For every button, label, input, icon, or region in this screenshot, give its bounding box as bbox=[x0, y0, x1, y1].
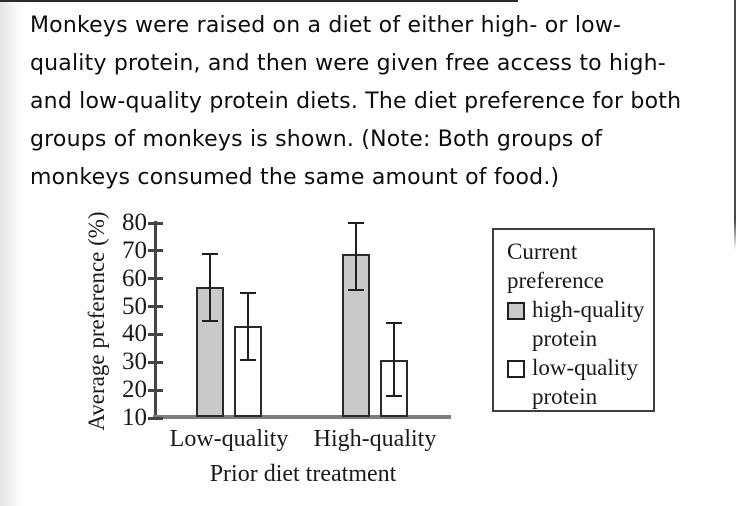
y-tick bbox=[148, 277, 163, 281]
legend-entry: high-quality protein bbox=[507, 295, 653, 353]
error-bar-line bbox=[393, 323, 395, 396]
high-quality-protein-swatch bbox=[507, 302, 525, 320]
error-bar-cap-top bbox=[240, 291, 256, 294]
y-tick bbox=[148, 416, 163, 420]
error-bar-line bbox=[209, 253, 211, 321]
y-tick bbox=[148, 221, 163, 225]
legend-box: Current preference high-quality protein … bbox=[492, 228, 655, 412]
question-line: monkeys consumed the same amount of food… bbox=[30, 165, 560, 190]
low-quality-protein-swatch bbox=[507, 360, 525, 378]
x-axis-title: Prior diet treatment bbox=[209, 461, 397, 487]
question-line: and low-quality protein diets. The diet … bbox=[30, 89, 682, 114]
error-bar-cap-top bbox=[386, 322, 402, 325]
y-tick bbox=[148, 305, 163, 309]
error-bar-cap-top bbox=[348, 222, 364, 224]
right-border-line bbox=[734, 0, 736, 250]
y-tick bbox=[148, 332, 163, 336]
y-tick-label: 60 bbox=[122, 264, 147, 292]
y-tick-label: 50 bbox=[122, 292, 147, 320]
y-tick-label: 70 bbox=[122, 236, 147, 264]
error-bar-cap-bottom bbox=[386, 394, 402, 397]
y-tick-label: 10 bbox=[122, 404, 147, 431]
error-bar-line bbox=[247, 292, 249, 360]
x-category-label: High-quality bbox=[313, 426, 437, 452]
y-axis-line bbox=[154, 221, 157, 418]
error-bar-cap-bottom bbox=[240, 358, 256, 361]
question-line: groups of monkeys is shown. (Note: Both … bbox=[30, 127, 603, 152]
page-edge-shadow bbox=[0, 0, 28, 506]
question-text: Monkeys were raised on a diet of either … bbox=[30, 7, 730, 197]
y-tick-label: 30 bbox=[122, 348, 147, 376]
y-tick-label: 80 bbox=[122, 209, 147, 236]
legend-title: Current preference bbox=[507, 239, 605, 293]
error-bar-cap-bottom bbox=[202, 319, 218, 322]
question-line: Monkeys were raised on a diet of either … bbox=[30, 13, 622, 38]
question-line: quality protein, and then were given fre… bbox=[30, 51, 666, 76]
legend-entry: low-quality protein bbox=[507, 353, 653, 411]
error-bar-cap-bottom bbox=[348, 288, 364, 291]
y-tick bbox=[148, 360, 163, 364]
y-tick bbox=[148, 388, 163, 392]
legend-entry-label: high-quality protein bbox=[532, 297, 645, 351]
y-tick-label: 20 bbox=[122, 376, 147, 404]
y-tick-label: 40 bbox=[122, 320, 147, 348]
y-tick bbox=[148, 249, 163, 253]
error-bar-line bbox=[355, 223, 357, 290]
x-axis-line bbox=[153, 415, 451, 419]
y-axis-title: Average preference (%) bbox=[84, 211, 109, 431]
x-category-label: Low-quality bbox=[169, 426, 289, 452]
legend-entry-label: low-quality protein bbox=[532, 355, 639, 409]
top-border-line bbox=[0, 0, 518, 2]
error-bar-cap-top bbox=[202, 252, 218, 255]
bar-low-quality-low-quality bbox=[234, 326, 262, 417]
